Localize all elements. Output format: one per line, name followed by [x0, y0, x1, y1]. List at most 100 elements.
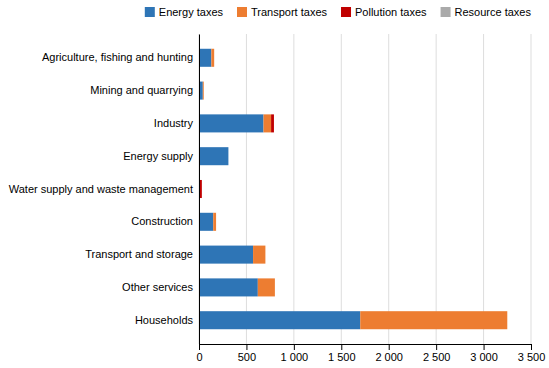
x-tick: 500 [238, 344, 256, 363]
bar-segment [199, 114, 264, 132]
y-tick-label: Construction [131, 215, 193, 227]
grid-line [246, 34, 247, 344]
x-tick-mark [199, 344, 200, 350]
chart-container: 0 500 1 000 1 500 2 000 2 500 3 000 3 500 Agricu… [0, 0, 549, 368]
x-tick-mark [436, 344, 437, 350]
y-tick-label: Mining and quarrying [90, 84, 193, 96]
legend-item: Resource taxes [441, 6, 532, 18]
bar-segment [216, 213, 217, 231]
y-tick-label: Industry [154, 117, 194, 129]
x-tick-mark [484, 344, 485, 350]
x-tick-label: 2 000 [375, 351, 403, 363]
legend-item: Transport taxes [237, 6, 328, 18]
y-tick: Industry [154, 117, 194, 129]
grid [199, 34, 531, 344]
x-tick: 1 000 [281, 344, 309, 363]
legend-label: Pollution taxes [355, 6, 427, 18]
x-tick-mark [389, 344, 390, 350]
x-tick: 3 000 [470, 344, 498, 363]
legend-item: Energy taxes [145, 6, 224, 18]
bar-segment [228, 147, 229, 165]
x-tick-label: 3 000 [470, 351, 498, 363]
bar-segment [214, 49, 215, 67]
bar-segment [211, 49, 214, 67]
x-tick: 2 500 [423, 344, 451, 363]
y-tick: Water supply and waste management [9, 183, 193, 195]
grid-line [531, 34, 532, 344]
bar-segment [216, 213, 217, 231]
legend: Energy taxes Transport taxes Pollution tax… [145, 6, 532, 18]
x-tick-label: 1 000 [281, 351, 309, 363]
grid-line [293, 34, 294, 344]
x-tick: 2 000 [375, 344, 403, 363]
bar-segment [265, 246, 266, 264]
bar-series [199, 49, 360, 329]
legend-label: Energy taxes [159, 6, 224, 18]
y-tick: Transport and storage [85, 248, 193, 260]
y-tick-label: Other services [122, 281, 193, 293]
y-axis-line [199, 35, 200, 345]
x-tick: 3 500 [518, 344, 546, 363]
x-tick-label: 500 [238, 351, 256, 363]
bar-segment [199, 311, 360, 329]
y-tick: Construction [131, 215, 193, 227]
y-tick-label: Water supply and waste management [9, 183, 193, 195]
bar-segment [507, 311, 508, 329]
legend-swatch [145, 7, 155, 17]
bar-segment [265, 246, 266, 264]
y-tick-label: Transport and storage [85, 248, 193, 260]
bar-segment [360, 311, 507, 329]
bar-segment [253, 246, 265, 264]
x-tick-mark [341, 344, 342, 350]
grid-line [436, 34, 437, 344]
x-tick-mark [246, 344, 247, 350]
bar-segment [264, 114, 272, 132]
y-tick: Agriculture, fishing and hunting [42, 51, 193, 63]
bar-segment [199, 278, 258, 296]
bar-segment [228, 147, 229, 165]
grid-line [388, 34, 389, 344]
y-tick: Households [135, 314, 194, 326]
bars [199, 49, 507, 329]
bar-segment [203, 82, 204, 100]
y-tick: Other services [122, 281, 193, 293]
bar-series [200, 114, 274, 198]
x-tick-label: 2 500 [423, 351, 451, 363]
legend-swatch [441, 7, 451, 17]
bar-segment [273, 114, 274, 132]
y-tick-label: Energy supply [123, 150, 193, 162]
bar-segment [274, 278, 275, 296]
x-axis-line [200, 345, 532, 351]
bar-segment [202, 82, 204, 100]
bar-segment [199, 246, 253, 264]
legend-swatch [237, 7, 247, 17]
bar-segment [271, 114, 274, 132]
bar-segment [214, 49, 215, 67]
bar-segment [213, 213, 216, 231]
y-tick-label: Agriculture, fishing and hunting [42, 51, 193, 63]
bar-segment [507, 311, 508, 329]
plot-root: 0 500 1 000 1 500 2 000 2 500 3 000 3 500 Agricu… [9, 34, 546, 363]
bar-segment [199, 213, 213, 231]
bar-segment [199, 147, 228, 165]
grid-line [199, 34, 200, 344]
grid-line [341, 34, 342, 344]
grid-line [483, 34, 484, 344]
bar-segment [228, 147, 229, 165]
chart-svg: 0 500 1 000 1 500 2 000 2 500 3 000 3 500 Agricu… [0, 0, 549, 368]
y-tick: Mining and quarrying [90, 84, 193, 96]
x-tick-label: 3 500 [518, 351, 546, 363]
legend-label: Transport taxes [251, 6, 328, 18]
bar-segment [274, 278, 275, 296]
bar-segment [258, 278, 275, 296]
y-axis: Agriculture, fishing and hunting Mining a… [9, 35, 200, 345]
x-tick: 0 [196, 344, 202, 363]
x-tick-label: 0 [196, 351, 202, 363]
x-tick: 1 500 [328, 344, 356, 363]
x-tick-mark [294, 344, 295, 350]
x-tick-mark [531, 344, 532, 350]
bar-segment [199, 49, 211, 67]
y-tick-label: Households [135, 314, 194, 326]
x-axis: 0 500 1 000 1 500 2 000 2 500 3 000 3 500 [196, 344, 545, 363]
legend-item: Pollution taxes [341, 6, 427, 18]
